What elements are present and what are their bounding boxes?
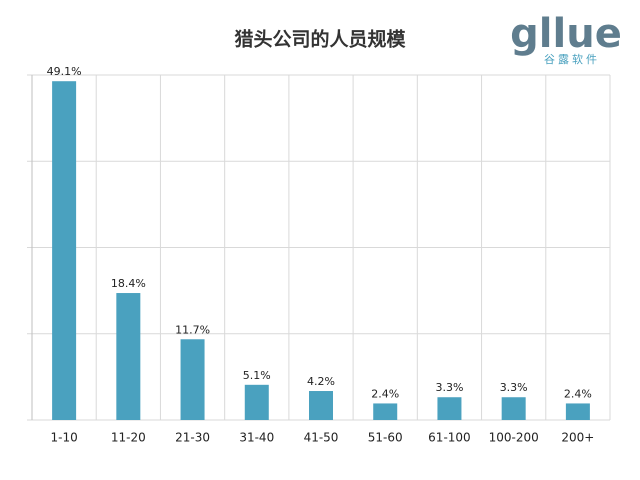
x-tick-label: 31-40	[239, 431, 274, 445]
value-label: 2.4%	[564, 387, 592, 400]
bar	[373, 403, 398, 420]
x-tick-label: 11-20	[111, 431, 146, 445]
bar	[437, 397, 462, 420]
chart-title: 猎头公司的人员规模	[234, 28, 406, 51]
value-label: 4.2%	[307, 375, 335, 388]
x-tick-label: 1-10	[50, 431, 77, 445]
x-tick-label: 41-50	[304, 431, 339, 445]
value-label: 2.4%	[371, 387, 399, 400]
bar	[565, 403, 590, 420]
logo-subtitle: 谷露软件	[544, 52, 600, 66]
bar	[180, 339, 205, 420]
x-tick-label: 200+	[561, 431, 594, 445]
value-label: 3.3%	[500, 381, 528, 394]
x-tick-label: 100-200	[489, 431, 539, 445]
bar	[244, 384, 269, 420]
value-label: 49.1%	[47, 65, 82, 78]
value-label: 11.7%	[175, 323, 210, 336]
x-tick-label: 61-100	[428, 431, 471, 445]
bar	[309, 391, 333, 420]
value-label: 3.3%	[435, 381, 463, 394]
logo-name: gllue	[510, 11, 622, 57]
x-tick-label: 21-30	[175, 431, 210, 445]
bar	[116, 293, 141, 420]
bar	[501, 397, 526, 420]
bar	[52, 81, 77, 421]
x-tick-label: 51-60	[368, 431, 403, 445]
value-label: 18.4%	[111, 277, 146, 290]
value-label: 5.1%	[243, 369, 271, 382]
